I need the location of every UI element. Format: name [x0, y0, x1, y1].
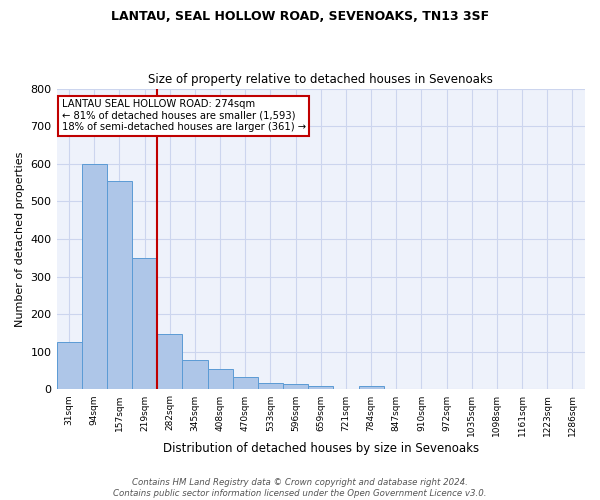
Bar [132, 258, 157, 390]
Text: Contains HM Land Registry data © Crown copyright and database right 2024.
Contai: Contains HM Land Registry data © Crown c… [113, 478, 487, 498]
X-axis label: Distribution of detached houses by size in Sevenoaks: Distribution of detached houses by size … [163, 442, 479, 455]
Bar [308, 386, 334, 390]
Bar [82, 164, 107, 390]
Bar [182, 360, 208, 390]
Bar [208, 369, 233, 390]
Y-axis label: Number of detached properties: Number of detached properties [15, 152, 25, 326]
Bar [233, 378, 258, 390]
Bar [157, 334, 182, 390]
Bar [56, 342, 82, 390]
Bar [359, 386, 383, 390]
Bar [107, 180, 132, 390]
Text: LANTAU, SEAL HOLLOW ROAD, SEVENOAKS, TN13 3SF: LANTAU, SEAL HOLLOW ROAD, SEVENOAKS, TN1… [111, 10, 489, 23]
Bar [283, 384, 308, 390]
Text: LANTAU SEAL HOLLOW ROAD: 274sqm
← 81% of detached houses are smaller (1,593)
18%: LANTAU SEAL HOLLOW ROAD: 274sqm ← 81% of… [62, 99, 306, 132]
Bar [258, 384, 283, 390]
Title: Size of property relative to detached houses in Sevenoaks: Size of property relative to detached ho… [148, 73, 493, 86]
